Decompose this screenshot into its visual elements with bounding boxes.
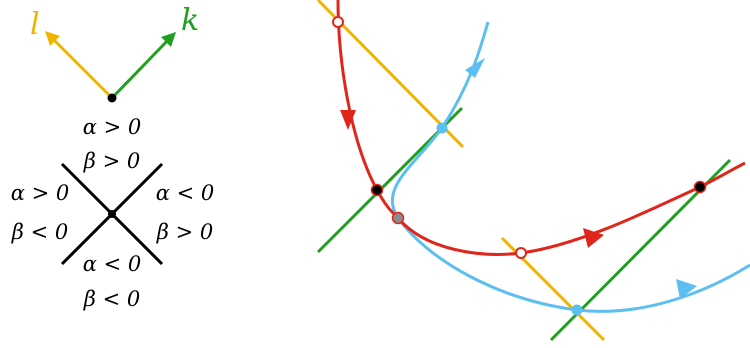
red-curve-open-point-top bbox=[332, 16, 344, 28]
region-bottom-beta: β < 0 bbox=[83, 287, 140, 311]
blue-point-lower bbox=[571, 304, 583, 316]
region-top-alpha: α > 0 bbox=[83, 115, 142, 139]
vector-k-label: k bbox=[181, 3, 199, 38]
blue-curve bbox=[390, 21, 750, 313]
red-curve-arrow-upper bbox=[340, 110, 356, 130]
vector-l-label: l bbox=[30, 7, 40, 42]
vector-k-arrowhead bbox=[161, 32, 176, 47]
vector-origin-point bbox=[107, 93, 117, 103]
blue-point-upper bbox=[436, 122, 448, 134]
cross-center-point bbox=[108, 210, 116, 218]
vector-l-arrow bbox=[48, 34, 114, 100]
sign-cross-diagram: α > 0 β > 0 α > 0 β < 0 α < 0 β > 0 α < … bbox=[11, 115, 215, 311]
region-top-beta: β > 0 bbox=[83, 149, 140, 173]
vector-l-arrowhead bbox=[45, 31, 60, 46]
region-bottom-alpha: α < 0 bbox=[83, 252, 142, 276]
red-curve-arrow-lower bbox=[583, 228, 604, 248]
gray-junction-point bbox=[391, 211, 405, 225]
orbit-diagram bbox=[316, 0, 750, 342]
black-point-left bbox=[370, 183, 384, 197]
region-left-beta: β < 0 bbox=[11, 220, 68, 244]
red-curve-open-point-bottom bbox=[515, 247, 527, 259]
blue-curve-arrow-lower bbox=[676, 279, 697, 299]
black-point-right bbox=[693, 180, 707, 194]
blue-curve-arrow-upper bbox=[465, 58, 485, 78]
region-left-alpha: α > 0 bbox=[11, 181, 70, 205]
vector-diagram: l k bbox=[30, 3, 199, 103]
vector-k-arrow bbox=[110, 36, 172, 100]
region-right-alpha: α < 0 bbox=[156, 181, 215, 205]
region-right-beta: β > 0 bbox=[156, 220, 213, 244]
